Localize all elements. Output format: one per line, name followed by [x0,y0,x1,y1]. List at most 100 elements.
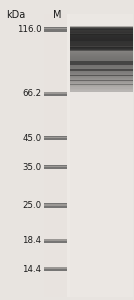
Bar [70,63,133,65]
Bar [70,34,133,35]
Bar [70,57,133,58]
Bar [44,204,67,206]
Bar [70,52,133,53]
Bar [70,59,133,61]
Bar [70,28,133,31]
Bar [70,88,133,90]
Bar [44,92,67,96]
Bar [70,14,133,297]
Bar [70,55,133,56]
Bar [70,60,133,61]
Bar [70,90,133,92]
Bar [44,137,67,138]
Bar [70,62,133,64]
Bar [70,39,133,42]
Bar [44,268,67,269]
Bar [70,27,133,30]
Bar [70,27,133,28]
Bar [70,42,133,43]
Bar [70,78,133,80]
Bar [70,44,133,47]
Bar [44,92,67,94]
Bar [70,69,133,71]
Bar [70,68,133,70]
Bar [44,239,67,243]
Bar [70,46,133,49]
Bar [70,50,133,51]
Bar [70,32,133,35]
Text: 116.0: 116.0 [17,25,42,34]
Bar [70,40,133,41]
Text: kDa: kDa [6,11,26,20]
Text: 18.4: 18.4 [22,236,42,245]
Bar [70,29,133,32]
Bar [70,80,133,82]
Bar [70,34,133,37]
Bar [70,46,133,48]
Bar [70,42,133,45]
Bar [70,33,133,34]
Bar [70,72,133,73]
Bar [44,14,133,297]
Bar [70,52,133,54]
Bar [70,44,133,46]
Bar [70,37,133,40]
Bar [70,47,133,49]
Bar [70,73,133,74]
Bar [70,31,133,34]
Bar [70,30,133,33]
Text: 45.0: 45.0 [22,134,42,143]
Bar [70,75,133,77]
Bar [70,46,133,47]
Text: M: M [53,11,62,20]
Bar [70,58,133,59]
Bar [70,49,133,50]
Bar [70,50,133,52]
Bar [70,36,133,38]
Bar [44,28,67,29]
Text: 14.4: 14.4 [22,265,42,274]
Bar [70,28,133,29]
Bar [70,74,133,76]
Bar [70,36,133,39]
Bar [44,165,67,169]
Bar [70,61,133,63]
Bar [70,85,133,86]
Bar [70,43,133,44]
Bar [70,34,133,36]
Bar [44,239,67,241]
Bar [70,83,133,85]
Bar [70,76,133,78]
Bar [44,166,67,167]
Bar [70,79,133,81]
Bar [44,136,67,140]
Bar [70,37,133,40]
Bar [70,40,133,43]
Bar [70,30,133,32]
Bar [44,27,67,32]
Bar [70,29,133,31]
Bar [70,33,133,36]
Bar [70,87,133,89]
Bar [70,66,133,67]
Bar [70,34,133,38]
Bar [70,45,133,46]
Bar [70,37,133,39]
Bar [70,67,133,68]
Bar [70,86,133,87]
Bar [70,41,133,42]
Bar [70,29,133,32]
Bar [70,43,133,46]
Bar [70,47,133,50]
Bar [70,40,133,43]
Bar [44,203,67,208]
Bar [70,32,133,34]
Bar [70,70,133,72]
Bar [70,54,133,55]
Bar [70,31,133,32]
Bar [70,27,133,30]
Bar [70,26,133,29]
Bar [70,44,133,45]
Text: 66.2: 66.2 [22,89,42,98]
Text: 35.0: 35.0 [22,163,42,172]
